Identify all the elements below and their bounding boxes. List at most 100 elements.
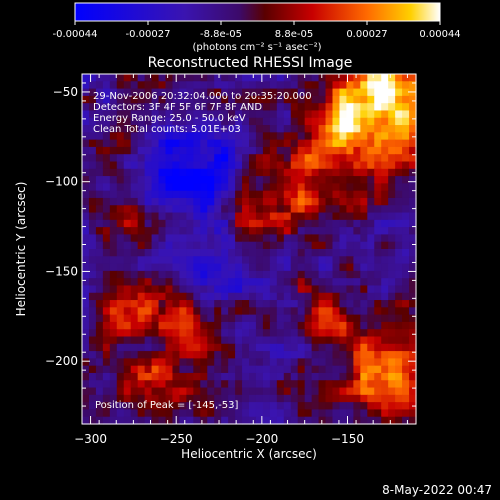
heatmap-cell	[235, 103, 243, 112]
heatmap-cell	[228, 95, 236, 104]
heatmap-cell	[207, 336, 215, 345]
heatmap-cell	[214, 161, 222, 170]
detectors-text: Detectors: 3F 4F 5F 6F 7F 8F AND	[93, 102, 262, 113]
heatmap-cell	[88, 351, 97, 359]
heatmap-cell	[179, 183, 187, 192]
heatmap-cell	[193, 205, 201, 214]
heatmap-cell	[318, 307, 327, 316]
heatmap-cell	[249, 394, 257, 403]
heatmap-cell	[95, 176, 104, 184]
heatmap-cell	[360, 351, 368, 359]
heatmap-cell	[123, 103, 132, 112]
heatmap-cell	[193, 336, 201, 345]
heatmap-cell	[346, 125, 354, 133]
heatmap-cell	[353, 95, 361, 104]
heatmap-cell	[346, 132, 354, 141]
heatmap-cell	[130, 74, 139, 82]
heatmap-cell	[262, 256, 271, 265]
heatmap-cell	[186, 227, 194, 236]
heatmap-cell	[318, 219, 327, 228]
heatmap-cell	[116, 234, 125, 243]
heatmap-cell	[332, 117, 341, 126]
heatmap-cell	[137, 314, 146, 323]
heatmap-cell	[353, 234, 361, 243]
heatmap-cell	[235, 358, 243, 367]
heatmap-cell	[311, 307, 320, 316]
heatmap-cell	[395, 387, 403, 396]
heatmap-cell	[290, 256, 299, 265]
heatmap-cell	[409, 227, 417, 236]
heatmap-cell	[339, 205, 348, 214]
heatmap-cell	[318, 74, 327, 82]
heatmap-cell	[158, 380, 167, 389]
heatmap-cell	[269, 117, 278, 126]
heatmap-cell	[353, 249, 361, 257]
heatmap-cell	[360, 292, 368, 301]
heatmap-cell	[409, 270, 417, 279]
heatmap-cell	[200, 336, 208, 345]
heatmap-cell	[242, 139, 250, 148]
heatmap-cell	[367, 168, 375, 177]
heatmap-cell	[242, 256, 250, 265]
heatmap-cell	[137, 278, 146, 287]
heatmap-cell	[137, 307, 146, 316]
heatmap-cell	[269, 88, 278, 97]
heatmap-cell	[276, 263, 285, 272]
heatmap-cell	[242, 249, 250, 257]
heatmap-cell	[123, 314, 132, 323]
heatmap-cell	[297, 146, 306, 155]
heatmap-cell	[172, 307, 181, 316]
heatmap-cell	[318, 358, 327, 367]
heatmap-cell	[144, 263, 153, 272]
heatmap-cell	[325, 249, 334, 257]
heatmap-cell	[395, 110, 403, 119]
heatmap-cell	[388, 394, 396, 403]
heatmap-cell	[214, 307, 222, 316]
heatmap-cell	[353, 74, 361, 82]
x-axis-label: Heliocentric X (arcsec)	[181, 447, 317, 461]
heatmap-cell	[374, 292, 382, 301]
heatmap-cell	[82, 132, 90, 141]
heatmap-cell	[214, 329, 222, 338]
heatmap-cell	[304, 372, 313, 381]
heatmap-cell	[311, 197, 320, 206]
heatmap-cell	[269, 300, 278, 308]
heatmap-cell	[402, 183, 410, 192]
heatmap-cell	[374, 358, 382, 367]
heatmap-cell	[172, 256, 181, 265]
heatmap-cell	[123, 263, 132, 272]
heatmap-cell	[346, 365, 354, 374]
heatmap-cell	[249, 300, 257, 308]
heatmap-cell	[88, 249, 97, 257]
heatmap-cell	[207, 263, 215, 272]
heatmap-cell	[207, 358, 215, 367]
heatmap-cell	[249, 365, 257, 374]
heatmap-cell	[214, 314, 222, 323]
heatmap-cell	[221, 117, 229, 126]
heatmap-cell	[402, 241, 410, 250]
heatmap-cell	[297, 321, 306, 330]
heatmap-cell	[318, 387, 327, 396]
heatmap-cell	[179, 132, 187, 141]
heatmap-cell	[207, 234, 215, 243]
heatmap-cell	[360, 372, 368, 381]
heatmap-cell	[269, 183, 278, 192]
heatmap-cell	[304, 117, 313, 126]
heatmap-cell	[214, 227, 222, 236]
heatmap-cell	[186, 416, 194, 425]
heatmap-cell	[123, 278, 132, 287]
heatmap-cell	[200, 307, 208, 316]
heatmap-cell	[374, 380, 382, 389]
heatmap-cell	[144, 139, 153, 148]
heatmap-cell	[95, 285, 104, 294]
heatmap-cell	[137, 183, 146, 192]
heatmap-cell	[109, 321, 118, 330]
heatmap-cell	[249, 110, 257, 119]
heatmap-cell	[109, 190, 118, 199]
heatmap-cell	[276, 380, 285, 389]
heatmap-cell	[290, 358, 299, 367]
heatmap-cell	[200, 387, 208, 396]
heatmap-cell	[283, 161, 292, 170]
heatmap-cell	[88, 81, 97, 90]
heatmap-cell	[123, 110, 132, 119]
